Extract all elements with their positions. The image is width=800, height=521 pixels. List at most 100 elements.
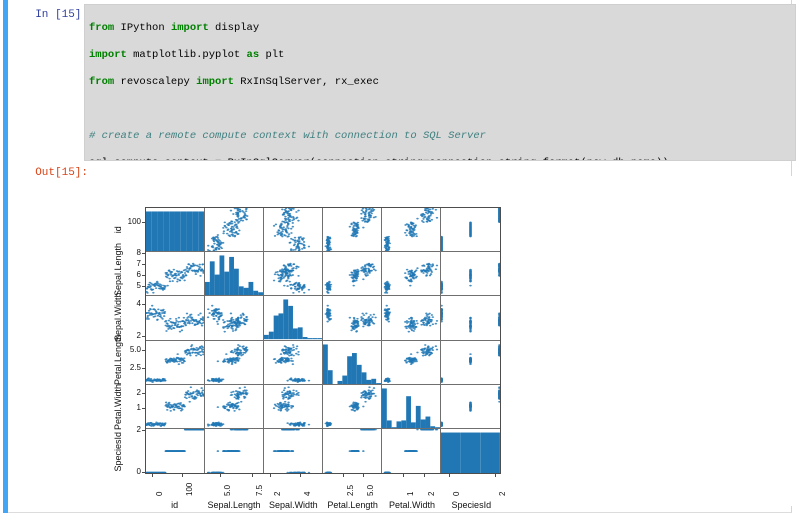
code-text: matplotlib.pyplot	[126, 48, 247, 61]
y-tick-label: 2	[136, 331, 141, 341]
x-axis-label-sepal-width: Sepal.Width	[269, 500, 318, 510]
x-tick-mark	[423, 474, 425, 477]
scatter-matrix-cell-id-vs-speciesid	[441, 208, 500, 253]
scatter-matrix-cell-sepal-length-vs-petal-width	[382, 252, 441, 297]
x-tick-label: 5.0	[222, 484, 232, 496]
code-line-1: from IPython import display	[89, 22, 751, 36]
x-tick-label: 100	[184, 482, 194, 496]
x-axis-label-id: id	[171, 500, 179, 510]
y-tick-label: 0	[136, 466, 141, 476]
x-tick-mark	[363, 474, 365, 477]
x-tick-mark	[343, 474, 345, 477]
y-tick-mark	[142, 336, 145, 338]
x-axis-label-petal-width: Petal.Width	[388, 500, 435, 510]
scatter-matrix-figure: id 100 Sepal.Length 8 7 6 5 Sepal.Width 4 2 Petal.…	[84, 176, 554, 510]
scatter-matrix-cell-speciesid-vs-petal-length	[323, 428, 382, 473]
scatter-matrix-cell-sepal-width-vs-id	[146, 296, 205, 341]
cell-output: id 100 Sepal.Length 8 7 6 5 Sepal.Width 4 2 Petal.…	[84, 176, 796, 510]
x-tick-mark	[269, 474, 271, 477]
keyword-as: as	[246, 48, 260, 61]
scatter-matrix-cell-speciesid-vs-sepal-width	[264, 428, 323, 473]
scatter-matrix-cell-id-vs-petal-length	[323, 208, 382, 253]
y-tick-label: 2	[136, 388, 141, 397]
y-tick-mark	[142, 368, 145, 370]
y-tick-mark	[142, 274, 145, 276]
scatter-matrix-cell-sepal-width-vs-petal-width	[382, 296, 441, 341]
y-tick-label: 4	[136, 299, 141, 308]
y-tick-mark	[142, 408, 145, 410]
y-tick-mark	[142, 393, 145, 394]
code-line-2: import matplotlib.pyplot as plt	[89, 49, 751, 63]
y-tick-label: 2.5	[129, 363, 141, 373]
y-tick-mark	[142, 304, 145, 305]
scatter-matrix-cell-sepal-width-vs-speciesid	[441, 296, 500, 341]
x-tick-label: 2	[426, 491, 436, 496]
selected-cell-indicator	[3, 0, 8, 513]
keyword-import: import	[196, 75, 234, 88]
input-prompt-label: In [15]:	[35, 9, 88, 21]
scatter-matrix-cell-petal-width-vs-sepal-width	[264, 384, 323, 429]
scatter-matrix-cell-sepal-width-vs-sepal-width	[264, 296, 323, 341]
x-tick-mark	[251, 474, 253, 477]
scatter-matrix-cell-id-vs-sepal-length	[205, 208, 264, 253]
x-tick-mark	[448, 474, 450, 477]
scatter-matrix-cell-petal-length-vs-petal-width	[382, 340, 441, 385]
scatter-matrix-cell-petal-width-vs-petal-width	[382, 384, 441, 429]
code-line-6: sql_compute_context = RxInSqlServer(conn…	[89, 157, 751, 161]
y-tick-label: 6	[136, 269, 141, 279]
y-tick-mark	[142, 263, 145, 265]
x-tick-mark	[495, 474, 497, 477]
code-line-3: from revoscalepy import RxInSqlServer, r…	[89, 76, 751, 90]
scatter-matrix-cell-sepal-length-vs-speciesid	[441, 252, 500, 297]
y-tick-label: 5	[136, 281, 141, 291]
y-tick-mark	[142, 286, 145, 288]
scatter-matrix-cell-petal-width-vs-petal-length	[323, 384, 382, 429]
code-blank-line	[89, 103, 751, 117]
notebook-cell[interactable]: In [15]: from IPython import display imp…	[8, 0, 796, 513]
y-tick-label: 8	[136, 248, 141, 258]
x-tick-label: 1	[405, 491, 415, 496]
x-tick-label: 7.5	[254, 484, 264, 496]
y-tick-label: 100	[127, 217, 141, 227]
x-tick-label: 4	[303, 491, 313, 496]
x-axis-label-petal-length: Petal.Length	[327, 500, 378, 510]
code-text: plt	[259, 48, 285, 61]
y-tick-mark	[142, 253, 145, 255]
scatter-matrix-cell-speciesid-vs-id	[146, 428, 205, 473]
code-text: revoscalepy	[114, 75, 197, 88]
y-tick-label: 7	[136, 258, 141, 268]
y-tick-label: 2	[136, 425, 141, 435]
code-source: from IPython import display import matpl…	[89, 8, 751, 161]
x-tick-mark	[219, 474, 221, 477]
x-tick-mark	[402, 474, 404, 477]
x-axis-label-speciesid: SpeciesId	[451, 500, 492, 510]
y-tick-label: 1	[136, 403, 141, 413]
scatter-matrix-cell-petal-length-vs-sepal-width	[264, 340, 323, 385]
code-editor[interactable]: from IPython import display import matpl…	[84, 4, 796, 161]
x-tick-mark	[152, 474, 154, 477]
keyword-from: from	[89, 21, 115, 34]
x-tick-label: 0	[451, 491, 461, 496]
x-axis-label-sepal-length: Sepal.Length	[207, 500, 261, 510]
code-text: sql_compute_context = RxInSqlServer(conn…	[89, 157, 669, 161]
scatter-matrix-cell-id-vs-sepal-width	[264, 208, 323, 253]
scatter-matrix-cell-petal-length-vs-speciesid	[441, 340, 500, 385]
scatter-matrix-cell-petal-length-vs-petal-length	[323, 340, 382, 385]
y-tick-label: 5.0	[129, 345, 141, 355]
scatter-matrix-cell-sepal-width-vs-petal-length	[323, 296, 382, 341]
x-tick-label: 2	[498, 491, 508, 496]
scatter-matrix-cell-petal-width-vs-speciesid	[441, 384, 500, 429]
scatter-matrix-cell-speciesid-vs-speciesid	[441, 428, 500, 473]
y-tick-mark	[142, 430, 145, 432]
code-comment: # create a remote compute context with c…	[89, 129, 486, 142]
scatter-matrix-cell-speciesid-vs-sepal-length	[205, 428, 264, 473]
y-tick-mark	[142, 471, 145, 473]
scatter-matrix-cell-sepal-length-vs-id	[146, 252, 205, 297]
scatter-matrix-grid	[145, 207, 501, 474]
keyword-from: from	[89, 75, 115, 88]
x-tick-label: 5.0	[366, 484, 376, 496]
scatter-matrix-cell-id-vs-petal-width	[382, 208, 441, 253]
x-tick-label: 0	[155, 491, 165, 496]
x-tick-label: 2.5	[346, 484, 356, 496]
